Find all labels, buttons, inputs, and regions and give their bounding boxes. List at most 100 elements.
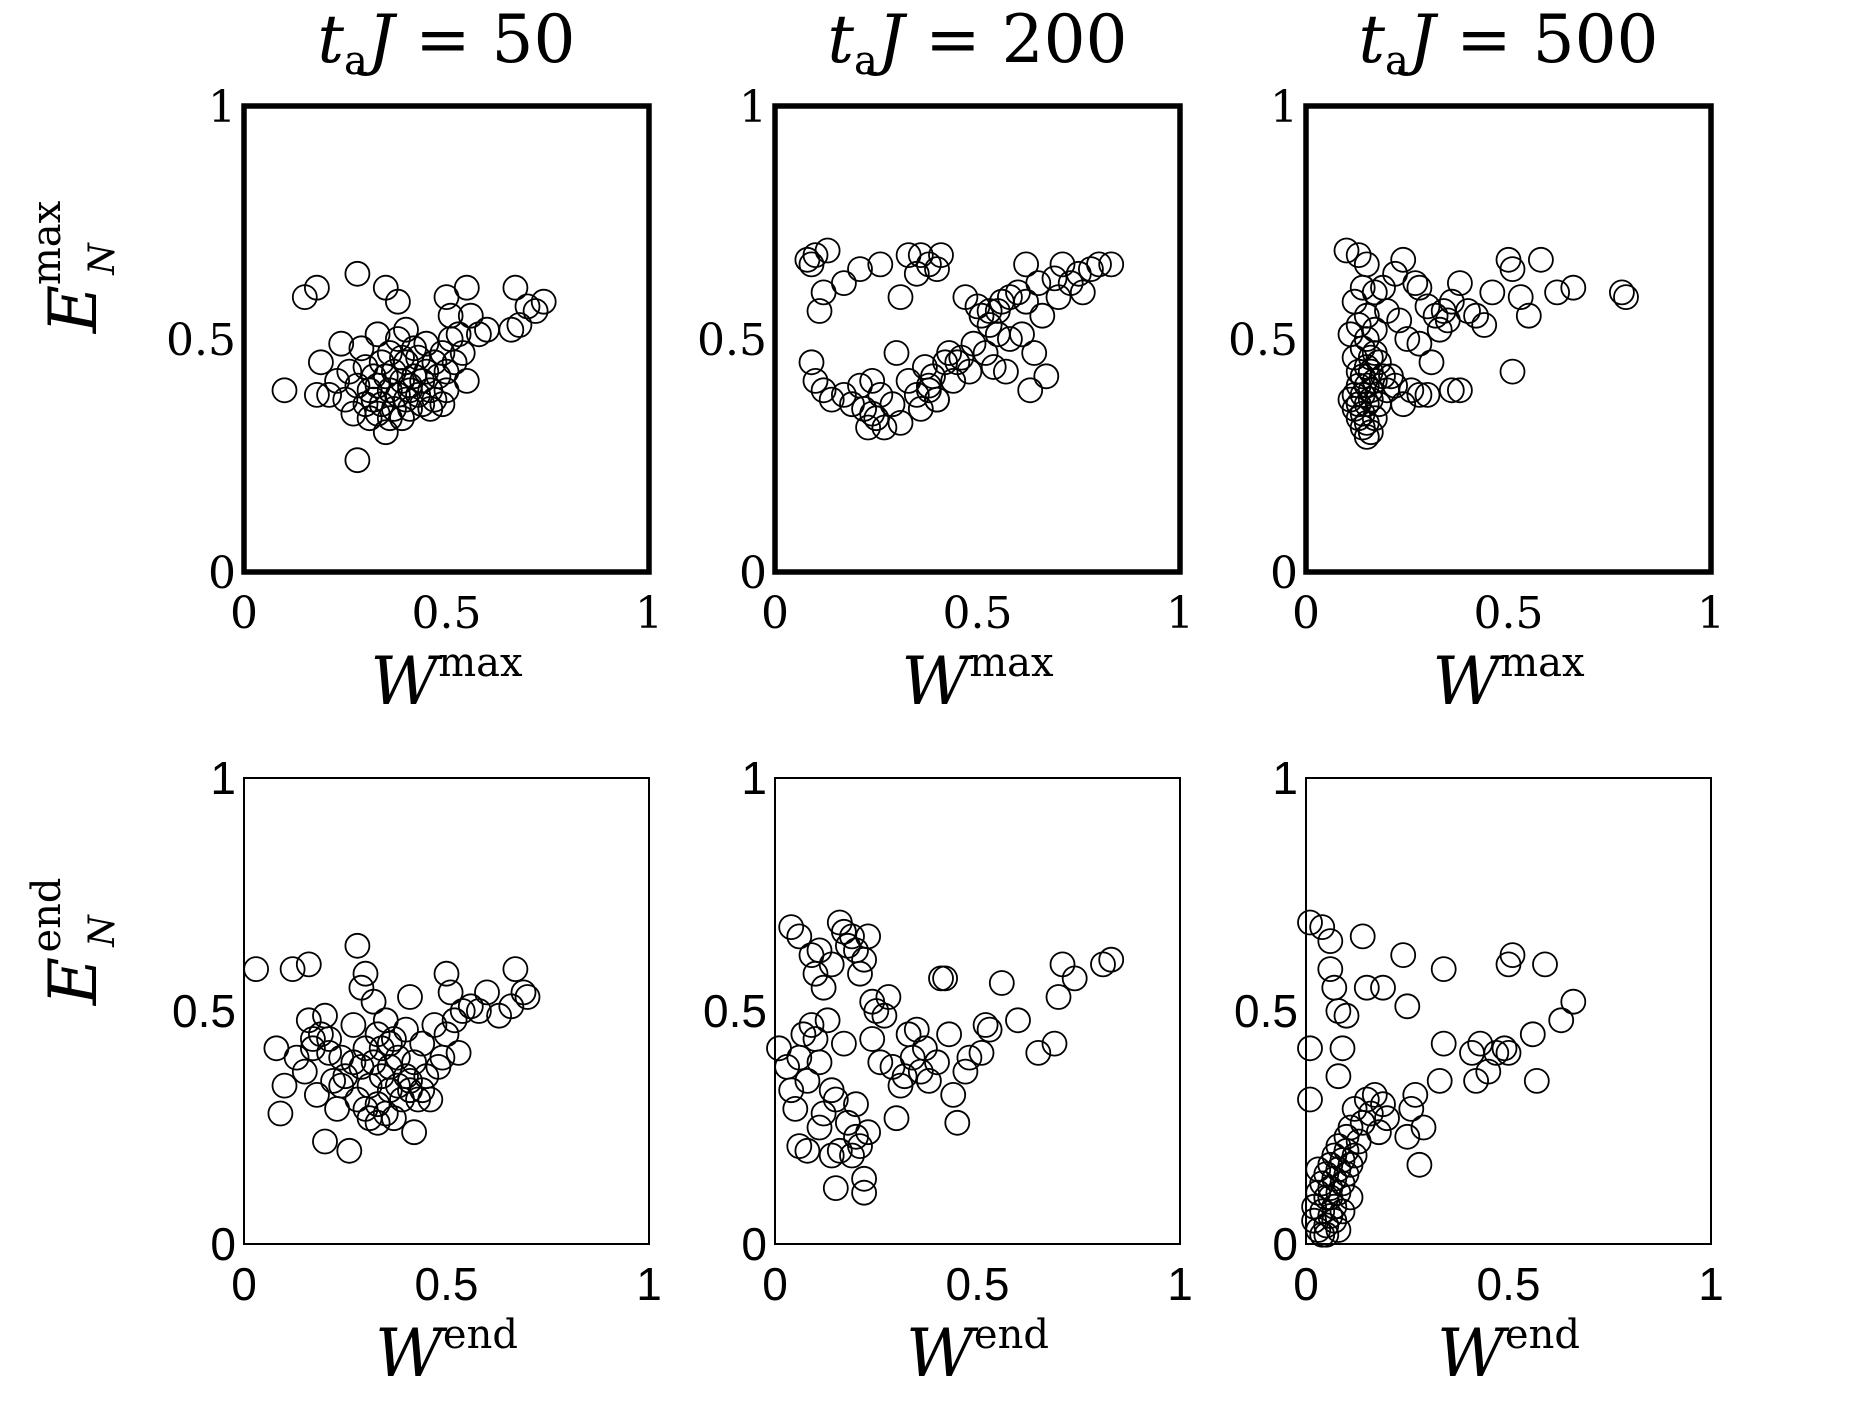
panel-5-xtick-label-2: 0.5	[946, 1258, 1010, 1310]
panel-3-point-26	[1560, 274, 1587, 301]
panel-3-ytick-label-3: 1	[1270, 82, 1298, 133]
panel-1-title: taJ = 50	[317, 1, 575, 84]
panel-6-point-76	[1495, 1040, 1522, 1066]
panel-3-title: taJ = 500	[1358, 1, 1658, 84]
panel-2-point-72	[867, 381, 894, 408]
panel-5-point-41	[786, 1133, 813, 1159]
panel-1-point-76	[376, 405, 403, 432]
panel-2-point-54	[997, 326, 1023, 352]
panel-5-point-40	[855, 1119, 881, 1146]
panel-2-point-18	[802, 367, 829, 394]
panel-6-axes-frame	[1305, 777, 1712, 1245]
panel-3-point-66	[1394, 326, 1421, 352]
panel-5-point-61	[924, 1049, 950, 1076]
panel-2-point-48	[972, 340, 999, 366]
panel-6-point-2	[1309, 914, 1336, 940]
panel-2-title: taJ = 200	[827, 1, 1127, 84]
panel-4-point-25	[348, 974, 375, 1001]
panel-4-point-71	[514, 984, 541, 1010]
panel-4-point-5	[267, 1100, 294, 1127]
panel-1-xlabel: Wmax	[370, 640, 523, 720]
panel-6-xlabel: Wend	[1437, 1312, 1580, 1392]
panel-3-point-10	[1402, 270, 1429, 297]
panel-1-point-22	[364, 321, 391, 348]
panel-6: 0 0.5 1 0 0.5 1 Wend	[1234, 752, 1724, 1392]
panel-4-point-78	[376, 1030, 403, 1057]
panel-2-xtick-label-3: 1	[1166, 588, 1194, 639]
panel-4-point-48	[397, 984, 423, 1010]
panel-3-point-13	[1422, 302, 1449, 329]
panel-4-point-45	[393, 1016, 419, 1043]
panel-2-point-50	[980, 354, 1007, 380]
panel-5-point-44	[818, 1142, 845, 1169]
panel-5-xtick-label-1: 0	[762, 1258, 788, 1310]
panel-5-point-78	[1061, 965, 1088, 992]
panel-1-point-26	[372, 419, 399, 446]
panel-2-point-58	[1017, 377, 1044, 404]
panel-3-point-23	[1515, 302, 1542, 329]
panel-5-point-76	[1045, 984, 1072, 1010]
panel-3-point-76	[1361, 405, 1388, 432]
panel-5-point-38	[851, 1179, 877, 1206]
panel-6-point-40	[1325, 1133, 1352, 1159]
panel-5-point-60	[916, 1068, 942, 1094]
panel-6-point-71	[1475, 1058, 1502, 1085]
panel-6-point-63	[1402, 1082, 1429, 1108]
panel-5-point-5	[806, 937, 833, 964]
panel-2-point-70	[1098, 251, 1125, 278]
panel-4-point-11	[303, 1082, 330, 1108]
panel-1-point-8	[328, 330, 355, 357]
panel-5-point-24	[798, 1012, 825, 1038]
panel-5-point-1	[778, 914, 805, 940]
panel-6-ytick-label-1: 0	[1272, 1218, 1298, 1270]
panel-1-point-69	[498, 316, 525, 343]
panel-1-point-60	[437, 326, 464, 352]
panel-4-point-42	[384, 1044, 411, 1071]
panel-5-xtick-label-3: 1	[1167, 1258, 1193, 1310]
panel-6-xtick-label-1: 0	[1293, 1258, 1319, 1310]
panel-5-point-46	[859, 1026, 886, 1052]
panel-6-ytick-label-3: 1	[1272, 752, 1298, 804]
panel-5-point-22	[790, 1021, 817, 1048]
panel-5-point-13	[847, 960, 873, 987]
panel-1-point-62	[445, 321, 472, 348]
panel-3-point-59	[1438, 377, 1465, 404]
panel-4-point-75	[340, 1049, 367, 1076]
panel-2-point-78	[997, 284, 1023, 311]
panel-5-point-79	[1090, 951, 1116, 978]
panel-6-point-15	[1390, 942, 1417, 968]
panel-1-xtick-label-3: 1	[635, 588, 663, 639]
panel-1-point-10	[336, 358, 363, 385]
panel-4-point-31	[360, 1049, 387, 1076]
panel-3-xlabel: Wmax	[1432, 640, 1585, 720]
panel-2-point-7	[831, 270, 857, 297]
panel-3-xtick-label-3: 1	[1697, 588, 1725, 639]
panel-2-point-25	[855, 414, 881, 441]
panel-4-point-20	[336, 1137, 363, 1164]
panel-3-point-6	[1361, 279, 1388, 306]
panel-1-point-80	[433, 377, 460, 404]
panel-2-point-31	[887, 409, 914, 436]
panel-4-point-26	[352, 960, 379, 987]
panel-5-point-9	[831, 918, 857, 945]
panel-1-point-40	[393, 316, 419, 343]
panel-5-point-48	[867, 1049, 894, 1076]
panel-1-point-65	[453, 274, 480, 301]
panel-5-point-39	[851, 1165, 877, 1192]
panel-6-point-60	[1374, 1105, 1400, 1132]
panel-1-point-66	[457, 302, 484, 329]
panel-1-point-49	[413, 358, 440, 385]
panel-4-ytick-label-1: 0	[210, 1218, 236, 1270]
panel-4-point-70	[510, 979, 537, 1006]
panel-5-point-64	[936, 1021, 962, 1048]
panel-1-point-3	[303, 274, 330, 301]
panel-6-point-9	[1297, 1086, 1323, 1113]
panel-6-point-4	[1317, 956, 1344, 982]
panel-3-point-30	[1418, 349, 1445, 376]
panel-3-ytick-label-2: 0.5	[1228, 315, 1298, 366]
panel-1-point-78	[397, 377, 423, 404]
panel-3-ytick-label-1: 0	[1270, 548, 1298, 599]
